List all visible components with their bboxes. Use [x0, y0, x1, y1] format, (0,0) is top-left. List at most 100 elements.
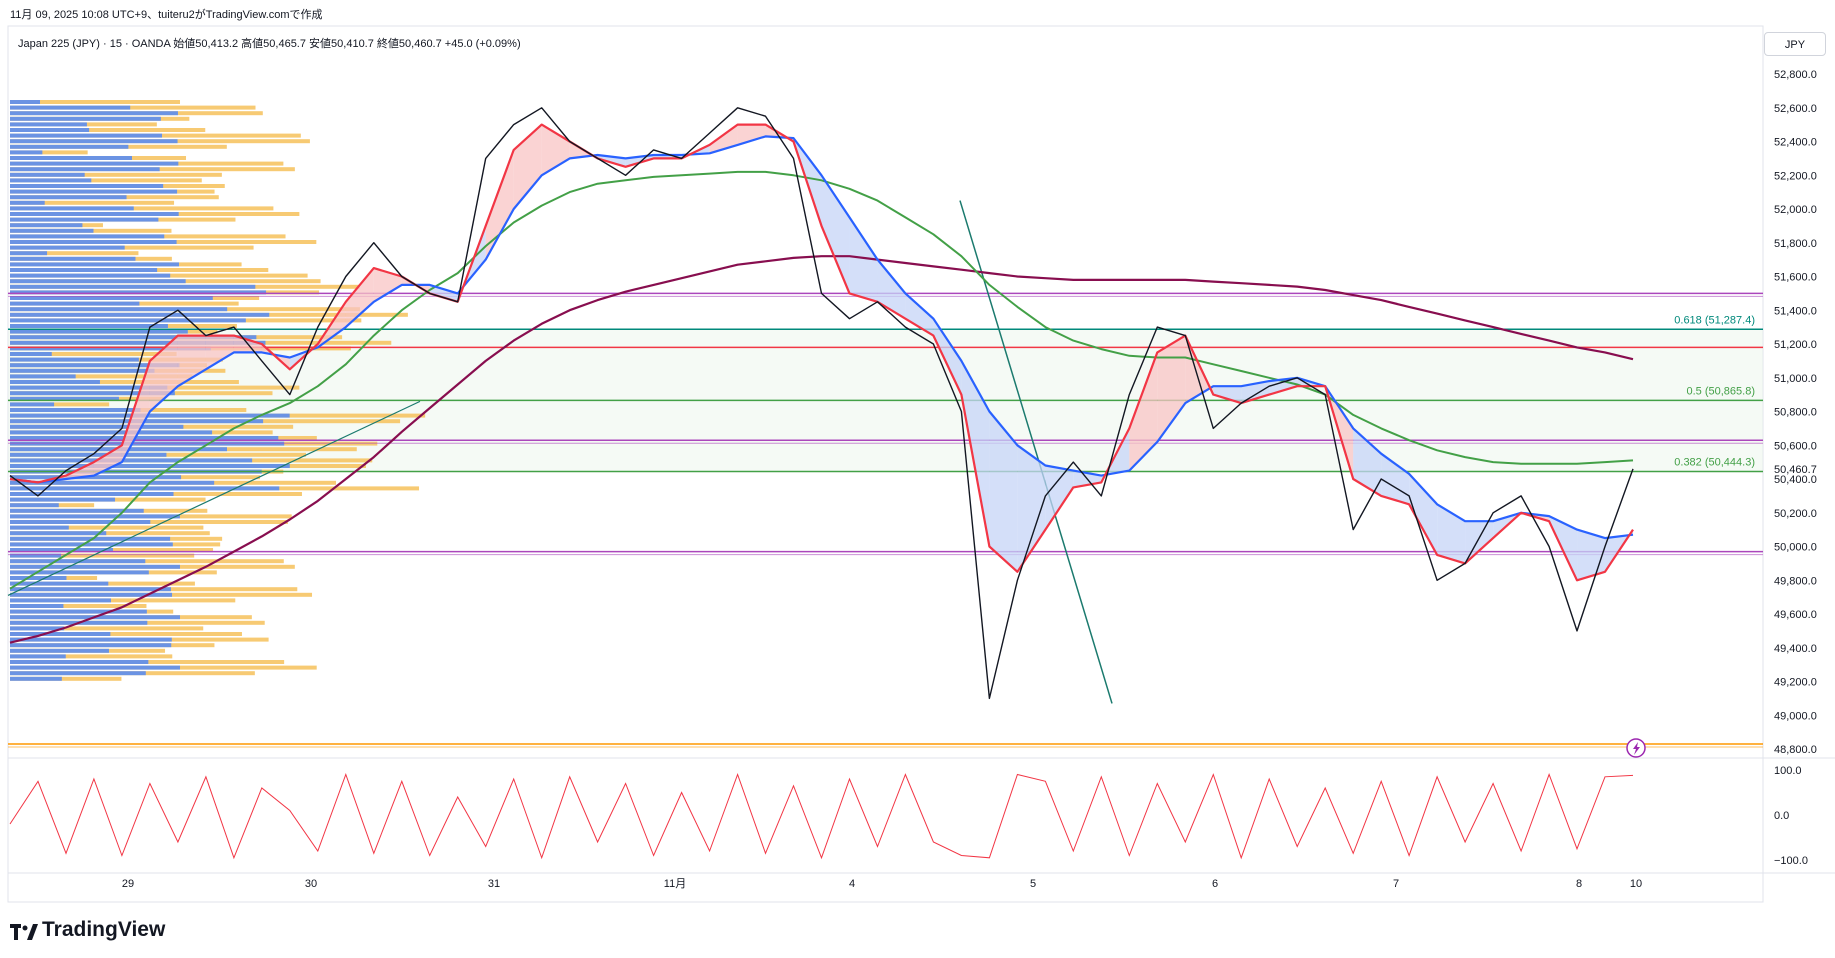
y-tick-label: 51,200.0 [1774, 339, 1817, 351]
x-tick-label: 5 [1030, 878, 1036, 890]
ema-cloud-segment [121, 360, 150, 463]
y-tick-label: 49,800.0 [1774, 575, 1817, 587]
volume-profile-bar-up [10, 475, 182, 480]
price-line[interactable] [9, 107, 1634, 700]
volume-profile-bar-up [10, 514, 180, 519]
volume-profile-bar-up [10, 200, 45, 205]
tradingview-logo[interactable]: TradingView [10, 918, 165, 942]
ema-fast-line[interactable] [9, 123, 1634, 582]
volume-profile-bar-down [10, 626, 204, 631]
volume-profile-bar-up [10, 660, 149, 664]
ema-cloud-segment [541, 124, 570, 176]
volume-profile-bar-down [10, 245, 254, 250]
volume-profile-bar-up [10, 251, 48, 256]
volume-profile-bar-up [10, 592, 173, 597]
volume-profile-bar-up [10, 665, 180, 670]
volume-profile-bar-up [10, 637, 172, 642]
ema-cloud-segment [93, 445, 122, 476]
volume-profile-bar-up [10, 301, 140, 306]
volume-profile-bar-up [10, 206, 134, 211]
volume-profile-bar-up [10, 312, 270, 317]
volume-profile-bar-up [10, 156, 132, 160]
volume-profile-bar-up [10, 430, 213, 435]
brand-name: TradingView [42, 918, 166, 941]
x-tick-label: 8 [1576, 878, 1582, 890]
volume-profile-bar-up [10, 536, 171, 541]
volume-profile-bar-up [10, 100, 40, 104]
tv-logo-icon [10, 922, 38, 940]
oscillator-line[interactable] [9, 773, 1634, 860]
volume-profile-bar-up [10, 626, 65, 631]
trend-line[interactable] [959, 200, 1113, 704]
volume-profile-bar-up [10, 234, 165, 239]
volume-profile-bar-up [10, 363, 180, 368]
volume-profile-bar-up [10, 391, 175, 396]
ema-cloud-segment [961, 360, 990, 547]
osc-tick-label: 0.0 [1774, 810, 1789, 822]
volume-profile-bar-up [10, 368, 155, 373]
x-tick-label: 11月 [664, 878, 686, 890]
x-tick-label: 4 [849, 878, 855, 890]
volume-profile-bar-up [10, 458, 253, 463]
y-tick-label: 50,200.0 [1774, 508, 1817, 520]
volume-profile-bar-up [10, 245, 125, 250]
ema-cloud-segment [429, 284, 458, 302]
volume-profile-bar-up [10, 525, 69, 530]
volume-profile-bar-up [10, 497, 116, 502]
volume-profile-bar-up [10, 542, 173, 547]
volume-profile-bar-down [10, 654, 173, 659]
volume-profile-bar-down [10, 200, 175, 205]
volume-profile-bar-down [10, 598, 236, 603]
volume-profile-bar-up [10, 604, 64, 608]
volume-profile-bar-up [10, 116, 161, 121]
y-tick-label: 49,600.0 [1774, 609, 1817, 621]
volume-profile-bar-up [10, 273, 171, 278]
volume-profile-bar-up [10, 262, 179, 267]
volume-profile-bar-up [10, 133, 163, 138]
volume-profile-bar-down [10, 178, 202, 183]
y-tick-label: 52,200.0 [1774, 170, 1817, 182]
volume-profile-bar-up [10, 559, 146, 564]
volume-profile-bar-up [10, 654, 66, 659]
fib-level-label: 0.5 (50,865.8) [1687, 385, 1756, 397]
volume-profile-bar-up [10, 492, 174, 496]
volume-profile-bar-up [10, 111, 178, 116]
ema-cloud-segment [1241, 381, 1270, 404]
trend-line[interactable] [7, 400, 421, 596]
volume-profile-bar-up [10, 346, 211, 351]
volume-profile-bar-up [10, 452, 167, 457]
volume-profile-bar-up [10, 144, 129, 149]
ema-cloud-segment [373, 268, 402, 302]
volume-profile-bar-up [10, 189, 178, 194]
ema-cloud-segment [877, 259, 906, 319]
ema-slow-line[interactable] [9, 170, 1634, 590]
ema-long-line[interactable] [9, 255, 1634, 644]
volume-profile-bar-up [10, 413, 290, 418]
y-tick-label: 52,600.0 [1774, 103, 1817, 115]
volume-profile-bar-up [10, 105, 131, 110]
currency-button[interactable]: JPY [1764, 32, 1826, 56]
volume-profile-bar-up [10, 587, 171, 592]
ema-cloud-segment [1045, 465, 1074, 530]
volume-profile-bar-up [10, 296, 213, 300]
y-tick-label: 52,000.0 [1774, 204, 1817, 216]
volume-profile-bar-up [10, 671, 146, 676]
volume-profile-bar-up [10, 284, 256, 289]
y-tick-label: 49,400.0 [1774, 643, 1817, 655]
volume-profile-bar-down [10, 374, 193, 379]
x-tick-label: 10 [1630, 878, 1642, 890]
volume-profile-bar-up [10, 217, 159, 222]
volume-profile-bar-up [10, 335, 257, 340]
volume-profile-bar-up [10, 598, 111, 603]
x-tick-label: 29 [122, 878, 134, 890]
volume-profile-bar-up [10, 576, 67, 580]
volume-profile-bar-up [10, 256, 136, 261]
y-tick-label: 50,400.0 [1774, 474, 1817, 486]
y-tick-label: 52,800.0 [1774, 69, 1817, 81]
volume-profile-bar-up [10, 178, 92, 183]
x-tick-label: 6 [1212, 878, 1218, 890]
lightning-icon [1633, 742, 1640, 755]
y-tick-label: 50,600.0 [1774, 440, 1817, 452]
ema-mid-line[interactable] [9, 135, 1634, 540]
